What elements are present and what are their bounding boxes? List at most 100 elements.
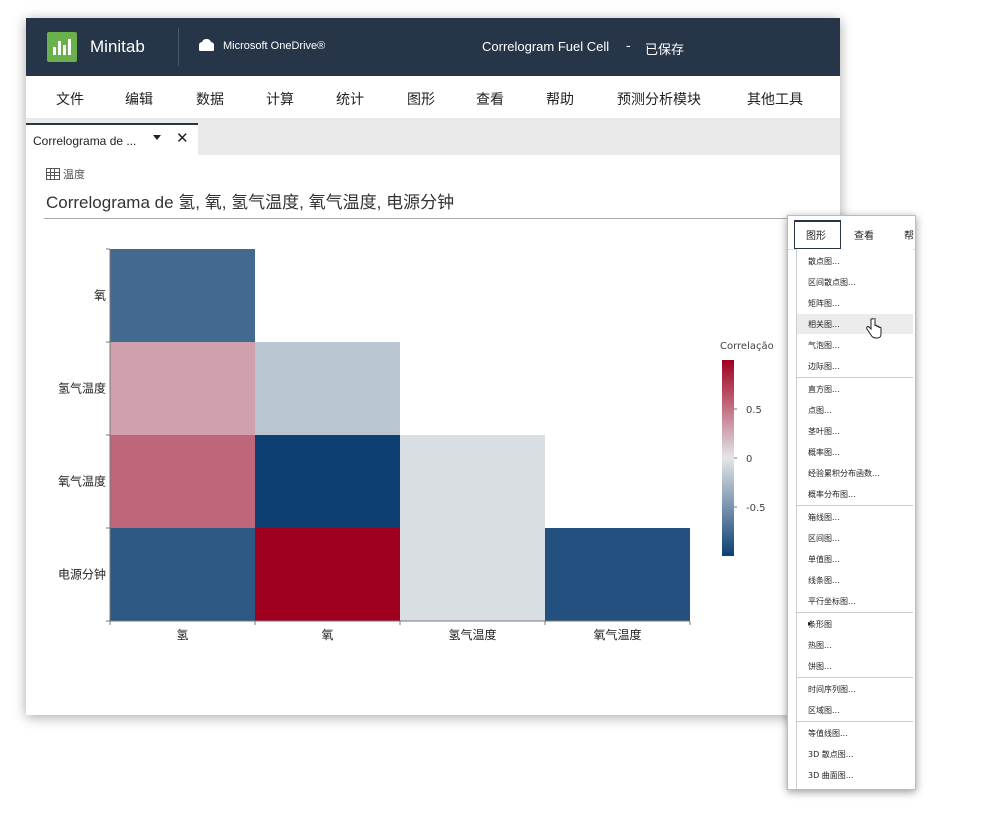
menu-bar: 文件 编辑 数据 计算 统计 图形 查看 帮助 预测分析模块 其他工具 xyxy=(26,76,840,119)
legend-tick-label: 0 xyxy=(746,454,752,465)
save-status: 已保存 xyxy=(645,43,685,58)
app-name: Minitab xyxy=(90,37,145,56)
heatmap-cell xyxy=(400,435,545,528)
x-tick-label: 氧气温度 xyxy=(593,627,641,642)
graph-menu-item-label: 线条图... xyxy=(808,576,840,585)
y-tick-label: 氧气温度 xyxy=(58,474,106,489)
heatmap-cell xyxy=(110,342,255,435)
heatmap-cell xyxy=(255,342,400,435)
y-tick-label: 电源分钟 xyxy=(58,567,106,582)
graph-menu-item[interactable]: 概率图... xyxy=(797,442,913,462)
heatmap-cell xyxy=(400,528,545,621)
menu-file[interactable]: 文件 xyxy=(56,92,84,108)
graph-menu-item[interactable]: 热图... xyxy=(797,635,913,655)
graph-menu-item-label: 条形图 xyxy=(808,620,832,629)
graph-menu-item[interactable]: 饼图... xyxy=(797,656,913,676)
menu-separator xyxy=(797,612,913,613)
heatmap-cell xyxy=(110,249,255,342)
menu-predictive[interactable]: 预测分析模块 xyxy=(617,92,701,108)
worksheet-label: 温度 xyxy=(63,168,85,181)
legend-tick-label: -0.5 xyxy=(746,503,766,514)
graph-menu-item[interactable]: 3D 曲面图... xyxy=(797,765,913,785)
graph-menu-item[interactable]: 区间散点图... xyxy=(797,272,913,292)
title-bar: Minitab Microsoft OneDrive® Correlogram … xyxy=(26,18,840,76)
tab-correlogram[interactable]: Correlograma de ... ✕ xyxy=(26,123,198,157)
graph-menu-item[interactable]: 概率分布图... xyxy=(797,484,913,504)
y-tick-label: 氢气温度 xyxy=(58,381,106,396)
graph-menu-item[interactable]: 矩阵图... xyxy=(797,293,913,313)
graph-menu-item[interactable]: 平行坐标图... xyxy=(797,591,913,611)
minitab-window: Minitab Microsoft OneDrive® Correlogram … xyxy=(26,18,840,715)
popup-menu-view[interactable]: 查看 xyxy=(854,231,874,242)
graph-menu-item[interactable]: 直方图... xyxy=(797,379,913,399)
graph-menu-item-label: 饼图... xyxy=(808,662,832,671)
graph-menu-item[interactable]: 相关图... xyxy=(797,314,913,334)
graph-menu-item[interactable]: 3D 散点图... xyxy=(797,744,913,764)
y-tick-label: 氧 xyxy=(94,289,106,303)
menu-view[interactable]: 查看 xyxy=(476,92,504,108)
graph-menu-item-label: 3D 散点图... xyxy=(808,750,854,759)
hand-cursor-icon xyxy=(866,318,882,339)
graph-menu-item-label: 经验累积分布函数... xyxy=(808,469,880,478)
graph-menu-item[interactable]: 边际图... xyxy=(797,356,913,376)
graph-menu-item-label: 3D 曲面图... xyxy=(808,771,854,780)
graph-menu-item-label: 等值线图... xyxy=(808,729,848,738)
graph-menu-item[interactable]: 条形图 ▸ xyxy=(797,614,913,634)
menu-help[interactable]: 帮助 xyxy=(546,92,574,108)
graph-menu-item[interactable]: 区域图... xyxy=(797,700,913,720)
legend-tick-label: 0.5 xyxy=(746,405,762,416)
graph-menu-item-label: 矩阵图... xyxy=(808,299,840,308)
graph-menu-item[interactable]: 点图... xyxy=(797,400,913,420)
tab-label: Correlograma de ... xyxy=(33,134,137,148)
graph-menu-item[interactable]: 等值线图... xyxy=(797,723,913,743)
graph-menu-item-label: 概率分布图... xyxy=(808,490,856,499)
output-title: Correlograma de 氢, 氧, 氢气温度, 氧气温度, 电源分钟 xyxy=(46,193,455,212)
menu-edit[interactable]: 编辑 xyxy=(125,92,153,108)
popup-menu-graph[interactable]: 图形 xyxy=(806,231,826,242)
heatmap-cell xyxy=(255,528,400,621)
storage-label: Microsoft OneDrive® xyxy=(223,40,326,52)
heatmap-cell xyxy=(110,435,255,528)
menu-stat[interactable]: 统计 xyxy=(336,92,364,108)
minitab-logo-icon xyxy=(47,32,77,62)
graph-menu-item[interactable]: 气泡图... xyxy=(797,335,913,355)
graph-menu-item-label: 区域图... xyxy=(808,706,840,715)
popup-menu-bar: 图形 查看 帮 xyxy=(788,216,915,250)
popup-menu-help[interactable]: 帮 xyxy=(904,231,914,242)
legend-color-bar xyxy=(722,360,734,556)
menu-graph[interactable]: 图形 xyxy=(407,92,435,108)
graph-menu-item-label: 散点图... xyxy=(808,257,840,266)
graph-menu-item[interactable]: 经验累积分布函数... xyxy=(797,463,913,483)
graph-menu-item[interactable]: 箱线图... xyxy=(797,507,913,527)
x-tick-label: 氢气温度 xyxy=(448,627,496,642)
graph-menu-item-label: 区间图... xyxy=(808,534,840,543)
correlogram-chart: 氧氢气温度氧气温度电源分钟氢氧氢气温度 氧气温度Correlação0.50-0.… xyxy=(58,248,774,642)
document-title: Correlogram Fuel Cell xyxy=(482,39,610,54)
graph-menu-item-label: 茎叶图... xyxy=(808,427,840,436)
title-separator: - xyxy=(626,39,631,54)
graph-menu-item-label: 概率图... xyxy=(808,448,840,457)
chevron-down-icon[interactable] xyxy=(153,135,161,140)
heatmap-cell xyxy=(545,528,690,621)
graph-menu-item[interactable]: 线条图... xyxy=(797,570,913,590)
popup-selected-tab xyxy=(794,220,841,249)
graph-menu-item[interactable]: 区间图... xyxy=(797,528,913,548)
graph-menu-item[interactable]: 散点图... xyxy=(797,251,913,271)
graph-dropdown: 散点图... 区间散点图... 矩阵图... 相关图... 气泡图... 边际图... 直方… xyxy=(796,249,913,789)
graph-menu-item[interactable]: 单值图... xyxy=(797,549,913,569)
x-tick-label: 氢 xyxy=(176,627,188,642)
graph-menu-item[interactable]: 茎叶图... xyxy=(797,421,913,441)
menu-separator xyxy=(797,677,913,678)
menu-data[interactable]: 数据 xyxy=(196,92,224,108)
graph-menu-popup: 图形 查看 帮 散点图... 区间散点图... 矩阵图... 相关图... 气泡图...… xyxy=(787,215,916,790)
legend-title: Correlação xyxy=(720,341,774,352)
divider xyxy=(178,28,179,66)
graph-menu-item[interactable]: 时间序列图... xyxy=(797,679,913,699)
graph-menu-item-label: 相关图... xyxy=(808,320,840,329)
close-icon[interactable]: ✕ xyxy=(176,129,189,147)
menu-calc[interactable]: 计算 xyxy=(266,92,294,108)
submenu-arrow-icon: ▸ xyxy=(808,619,813,628)
graph-menu-item-label: 点图... xyxy=(808,406,832,415)
x-tick-label: 氧 xyxy=(321,628,333,642)
menu-tools[interactable]: 其他工具 xyxy=(747,92,803,108)
